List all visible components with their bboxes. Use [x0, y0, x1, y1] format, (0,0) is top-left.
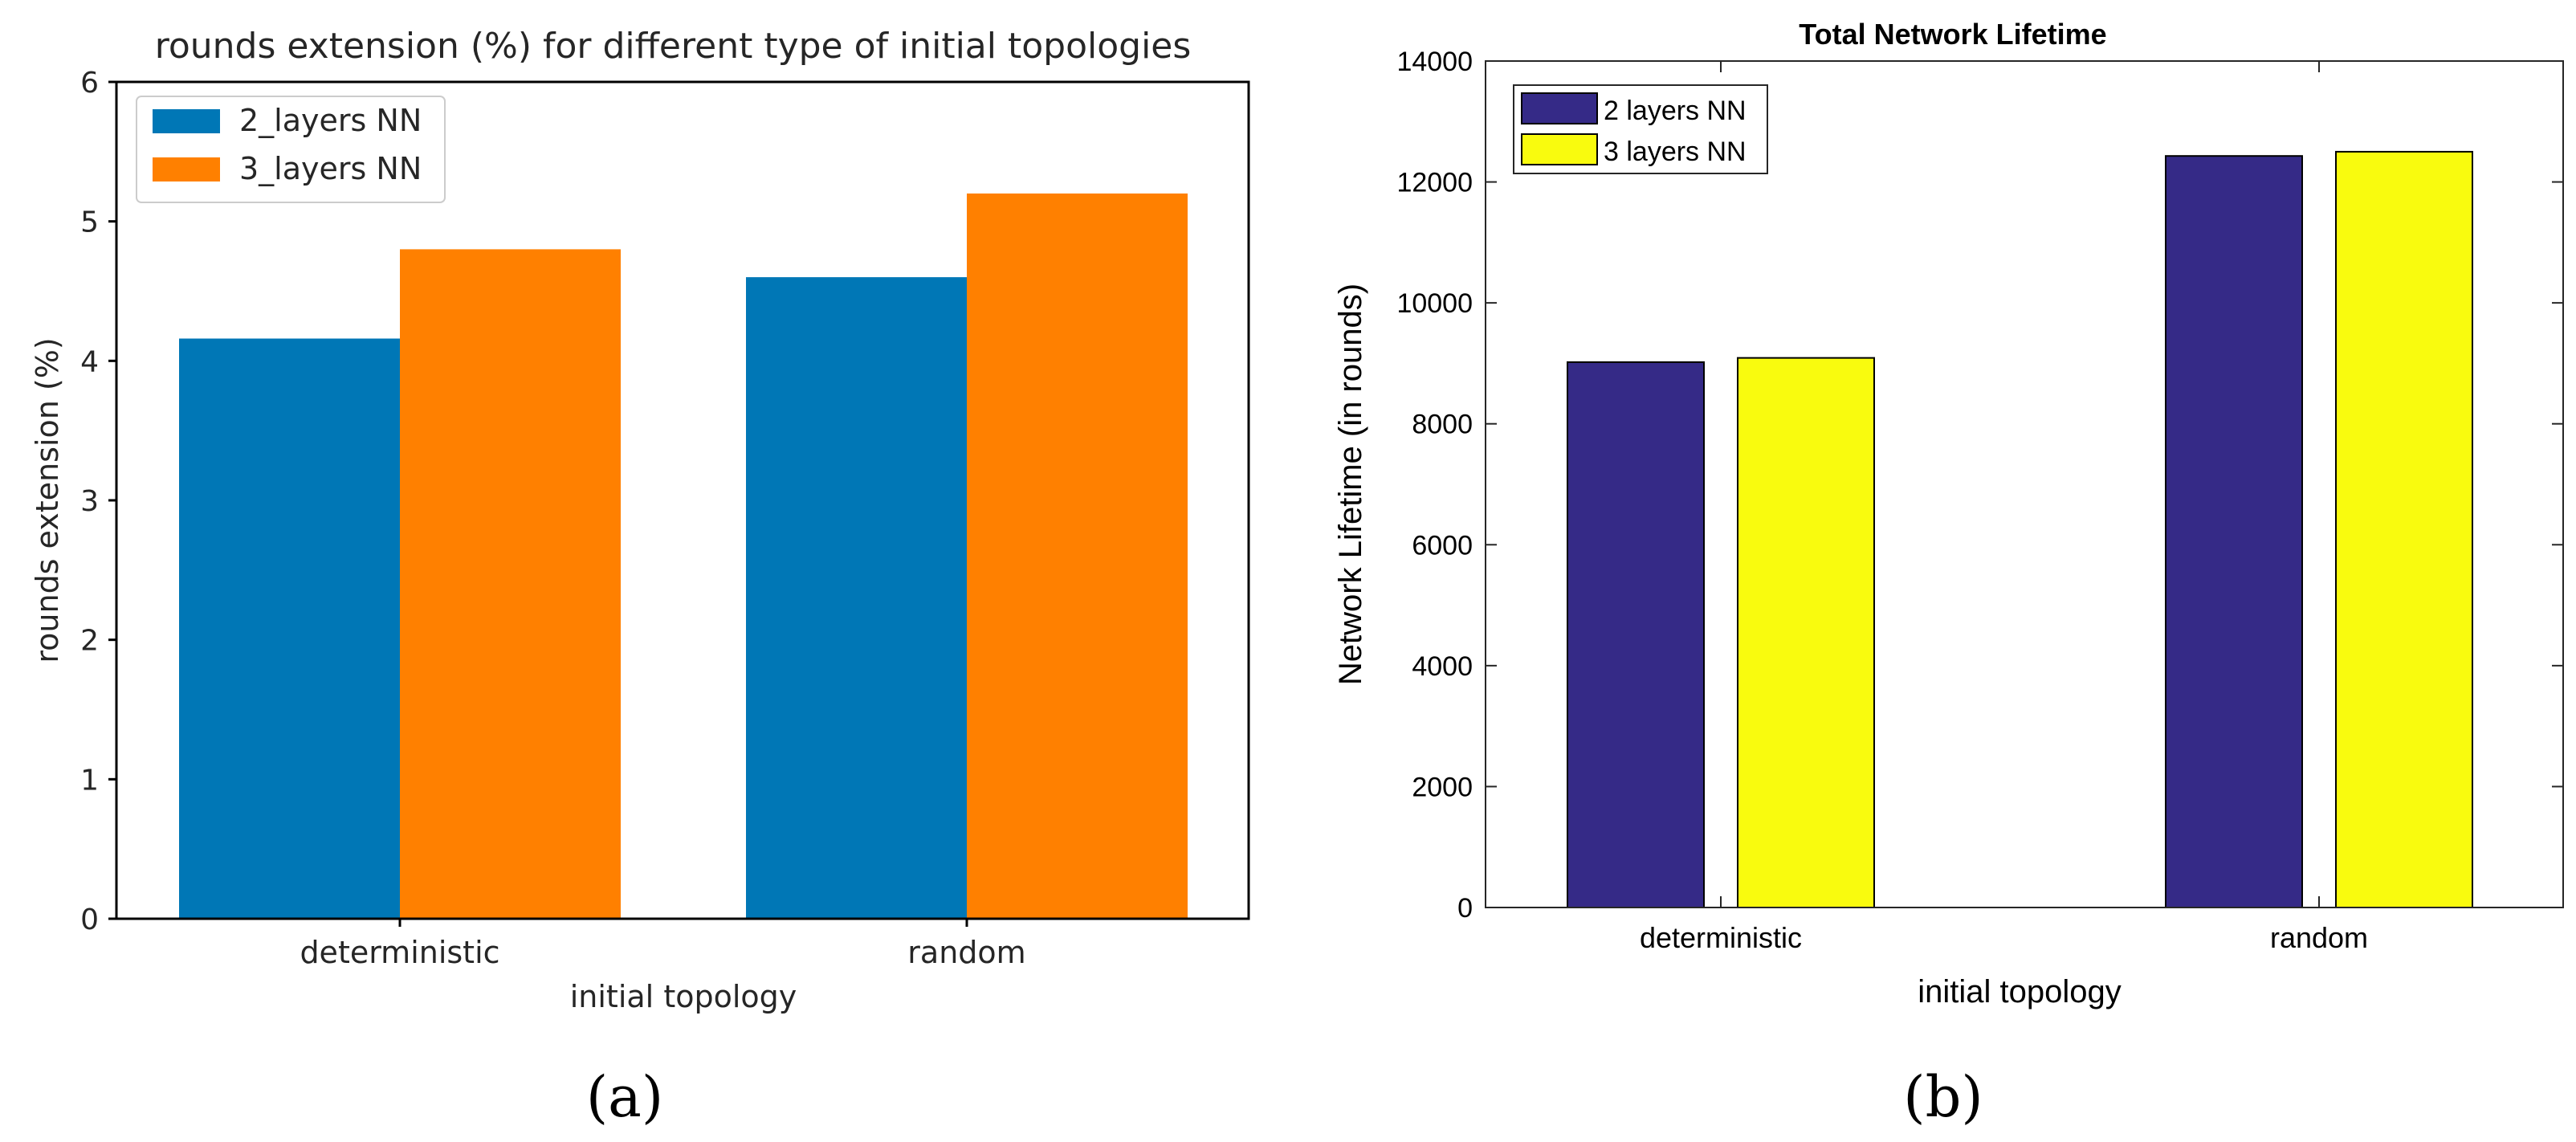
chart-a-legend-swatch-0: [153, 109, 220, 133]
chart-a-bar-2-layers-nn-random: [746, 277, 967, 920]
chart-b-ytick-label: 14000: [1396, 47, 1473, 77]
chart-b-legend-swatch-1: [1521, 133, 1598, 165]
chart-a-ylabel: rounds extension (%): [30, 337, 65, 663]
chart-b-ylabel: Network Lifetime (in rounds): [1333, 283, 1368, 685]
chart-b-ytick-label: 2000: [1412, 772, 1473, 802]
chart-a-bar-3-layers-nn-deterministic: [400, 249, 621, 919]
panel-b-caption: (b): [1903, 1064, 1983, 1130]
chart-a-legend-label-1: 3_layers NN: [239, 151, 422, 186]
chart-b-title: Total Network Lifetime: [1799, 18, 2106, 51]
chart-a-ytick-label: 2: [80, 625, 99, 658]
chart-b-bar-2-layers-nn-random: [2165, 155, 2303, 909]
chart-b-bar-2-layers-nn-deterministic: [1567, 361, 1705, 908]
chart-b-xtick-label: random: [2270, 921, 2368, 954]
chart-a-bar-3-layers-nn-random: [967, 193, 1188, 919]
chart-a-xtick-label: random: [907, 935, 1025, 970]
chart-b-bar-3-layers-nn-deterministic: [1737, 357, 1875, 909]
chart-b-ytick-label: 8000: [1412, 410, 1473, 440]
chart-b-xlabel: initial topology: [1918, 974, 2122, 1009]
chart-a-ytick-label: 0: [80, 903, 99, 936]
chart-a-ytick-label: 1: [80, 764, 99, 797]
chart-b-legend-label-1: 3 layers NN: [1604, 137, 1747, 167]
chart-b-ytick-label: 10000: [1396, 288, 1473, 319]
chart-a-legend-swatch-1: [153, 157, 220, 181]
panel-a-caption: (a): [586, 1064, 663, 1130]
chart-b-legend: 2 layers NN 3 layers NN: [1513, 84, 1768, 174]
chart-b-xtick-label: deterministic: [1640, 921, 1802, 954]
chart-a-ytick-label: 3: [80, 485, 99, 518]
chart-b-legend-label-0: 2 layers NN: [1604, 96, 1747, 126]
chart-a-legend: 2_layers NN 3_layers NN: [136, 96, 446, 203]
chart-a-ytick-label: 4: [80, 345, 99, 378]
chart-a-ytick-label: 6: [80, 67, 99, 100]
chart-panel-b: Total Network Lifetime 0 2000 4000 6000 8000…: [1333, 18, 2564, 1009]
chart-a-legend-label-0: 2_layers NN: [239, 103, 422, 138]
chart-b-ytick-label: 6000: [1412, 530, 1473, 561]
chart-b-ytick-label: 12000: [1396, 168, 1473, 198]
chart-a-xtick-label: deterministic: [300, 935, 499, 970]
chart-a-xlabel: initial topology: [570, 979, 797, 1014]
chart-a-bar-2-layers-nn-deterministic: [179, 338, 400, 920]
chart-a-ytick-label: 5: [80, 206, 99, 239]
chart-b-ytick-label: 0: [1457, 893, 1473, 924]
chart-b-axes-frame: [1485, 60, 2564, 908]
chart-b-bar-3-layers-nn-random: [2335, 150, 2473, 908]
chart-b-ytick-label: 4000: [1412, 651, 1473, 682]
chart-panel-a: rounds extension (%) for different type …: [30, 26, 1250, 1014]
chart-b-legend-swatch-0: [1521, 92, 1598, 124]
chart-a-title: rounds extension (%) for different type …: [155, 26, 1192, 67]
